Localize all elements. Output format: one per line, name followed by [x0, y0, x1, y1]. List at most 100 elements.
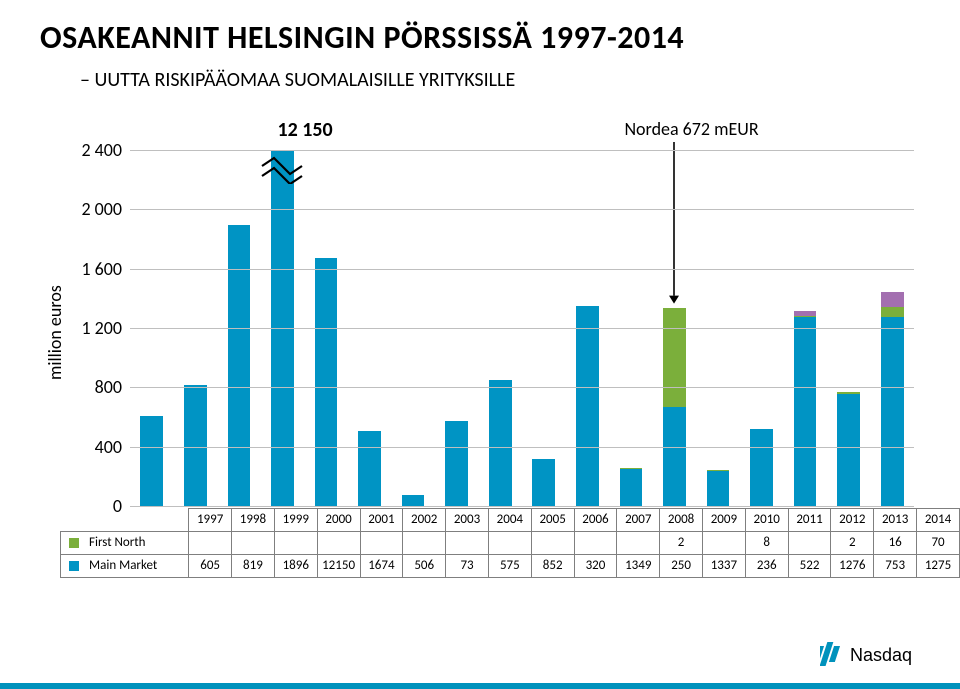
bar-nordea-segment [663, 308, 686, 408]
bar-main [315, 258, 338, 506]
table-cell [189, 532, 232, 555]
gridline [130, 447, 914, 448]
table-year: 2007 [617, 509, 660, 532]
table-cell: 236 [745, 555, 788, 578]
table-cell: 852 [531, 555, 574, 578]
bar-main [358, 431, 381, 506]
y-axis-label: million euros [44, 285, 66, 380]
table-cell: 522 [788, 555, 831, 578]
legend-main-market: Main Market [61, 555, 189, 578]
bar-firstnorth [620, 468, 643, 469]
bar-main [532, 459, 555, 506]
legend-swatch-icon [69, 561, 79, 571]
table-year: 2008 [660, 509, 703, 532]
y-tick-label: 1 200 [81, 317, 130, 339]
table-year: 2000 [317, 509, 360, 532]
table-cell [488, 532, 531, 555]
y-tick-label: 800 [95, 376, 130, 398]
table-row: Main Market60581918961215016745067357585… [61, 555, 960, 578]
table-cell: 320 [574, 555, 617, 578]
legend-swatch-icon [69, 538, 79, 548]
table-year: 2010 [745, 509, 788, 532]
table-year: 2004 [488, 509, 531, 532]
bar-chart: 04008001 2001 6002 0002 400 [130, 150, 914, 506]
table-year: 2001 [360, 509, 403, 532]
bar-main [140, 416, 163, 506]
footer-bar [0, 683, 960, 689]
table-cell: 73 [446, 555, 489, 578]
table-year: 1998 [232, 509, 275, 532]
table-year: 2013 [874, 509, 917, 532]
table-cell [360, 532, 403, 555]
table-year: 2006 [574, 509, 617, 532]
table-cell: 1896 [274, 555, 317, 578]
table-cell: 1337 [703, 555, 746, 578]
table-cell: 8 [745, 532, 788, 555]
table-year: 2003 [446, 509, 489, 532]
table-cell [232, 532, 275, 555]
table-cell: 753 [874, 555, 917, 578]
bar-firstnorth [881, 307, 904, 317]
table-cell [531, 532, 574, 555]
bar-main [794, 317, 817, 506]
y-tick-label: 1 600 [81, 258, 130, 280]
table-year: 2014 [917, 509, 960, 532]
table-cell: 12150 [317, 555, 360, 578]
bar-main [620, 469, 643, 506]
bar-main [576, 306, 599, 506]
bar-main [489, 380, 512, 506]
table-year: 2002 [403, 509, 446, 532]
table-cell: 605 [189, 555, 232, 578]
table-cell: 16 [874, 532, 917, 555]
table-row: First North2821670 [61, 532, 960, 555]
table-cell: 2 [831, 532, 874, 555]
table-cell [403, 532, 446, 555]
table-year: 1997 [189, 509, 232, 532]
table-cell [317, 532, 360, 555]
table-cell [703, 532, 746, 555]
nasdaq-logo: Nasdaq [820, 640, 930, 673]
bar-main [707, 471, 730, 506]
table-cell: 1674 [360, 555, 403, 578]
gridline [130, 150, 914, 151]
table-cell: 70 [917, 532, 960, 555]
table-year: 2009 [703, 509, 746, 532]
bar-firstnorth [837, 392, 860, 394]
bar-main [881, 317, 904, 506]
table-cell: 2 [660, 532, 703, 555]
bar-main [750, 429, 773, 506]
gridline [130, 269, 914, 270]
gridline [130, 209, 914, 210]
table-cell [274, 532, 317, 555]
legend-first-north: First North [61, 532, 189, 555]
bar-main-lower [663, 407, 686, 506]
table-cell [617, 532, 660, 555]
table-cell [574, 532, 617, 555]
table-cell: 506 [403, 555, 446, 578]
bar-main [445, 421, 468, 506]
nasdaq-logo-text: Nasdaq [850, 645, 912, 665]
gridline [130, 328, 914, 329]
table-cell: 1276 [831, 555, 874, 578]
table-cell: 1349 [617, 555, 660, 578]
annotation-nordea: Nordea 672 mEUR [624, 118, 758, 140]
annotation-12150: 12 150 [277, 118, 332, 142]
bar-cap [794, 311, 817, 316]
slide-title: OSAKEANNIT HELSINGIN PÖRSSISSÄ 1997-2014 [40, 18, 684, 57]
bar-main [184, 385, 207, 506]
bar-main [837, 394, 860, 506]
table-row: 1997199819992000200120022003200420052006… [61, 509, 960, 532]
table-corner [61, 509, 189, 532]
slide-subtitle: – UUTTA RISKIPÄÄOMAA SUOMALAISILLE YRITY… [80, 68, 515, 92]
table-year: 1999 [274, 509, 317, 532]
bar-cap [881, 292, 904, 306]
table-cell: 819 [232, 555, 275, 578]
table-year: 2012 [831, 509, 874, 532]
subtitle-dash: – [80, 68, 90, 92]
table-year: 2005 [531, 509, 574, 532]
y-tick-label: 400 [95, 436, 130, 458]
bar-main [402, 495, 425, 506]
bar-main [228, 225, 251, 506]
bar-firstnorth [707, 470, 730, 471]
table-cell [446, 532, 489, 555]
